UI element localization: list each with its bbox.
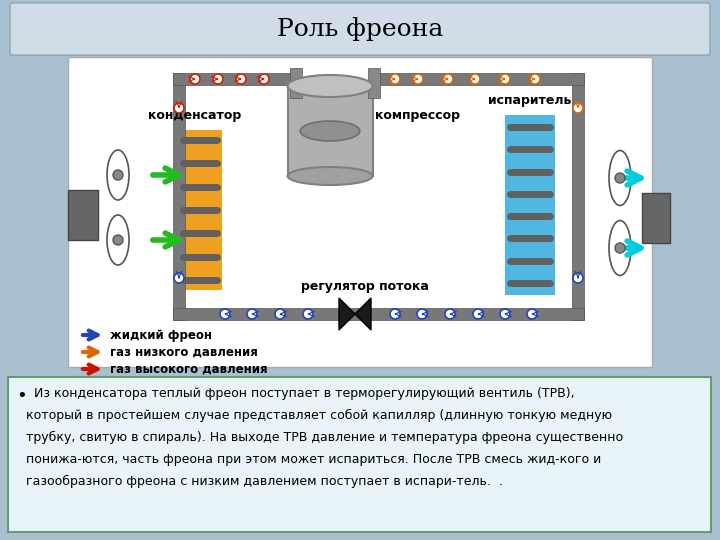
Circle shape	[470, 74, 480, 84]
Bar	[68, 57, 652, 367]
Circle shape	[615, 243, 625, 253]
Bar	[370, 73, 584, 85]
Circle shape	[275, 309, 285, 319]
Text: Роль фреона: Роль фреона	[276, 17, 444, 41]
Bar	[505, 115, 555, 295]
Bar	[288, 86, 373, 176]
Circle shape	[236, 74, 246, 84]
FancyBboxPatch shape	[10, 3, 710, 55]
Text: жидкий фреон: жидкий фреон	[110, 328, 212, 341]
Text: трубку, свитую в спираль). На выходе ТРВ давление и температура фреона существен: трубку, свитую в спираль). На выходе ТРВ…	[26, 431, 623, 444]
Circle shape	[413, 74, 423, 84]
Ellipse shape	[287, 75, 372, 97]
Text: компрессор: компрессор	[375, 109, 460, 122]
Circle shape	[615, 173, 625, 183]
Bar	[290, 68, 302, 98]
Circle shape	[174, 103, 184, 113]
Ellipse shape	[107, 215, 129, 265]
Circle shape	[417, 309, 427, 319]
Circle shape	[573, 273, 583, 283]
Bar	[173, 73, 185, 320]
FancyBboxPatch shape	[8, 377, 711, 532]
Circle shape	[113, 170, 123, 180]
Circle shape	[190, 74, 200, 84]
Text: регулятор потока: регулятор потока	[301, 280, 429, 293]
Ellipse shape	[287, 167, 372, 185]
Circle shape	[500, 309, 510, 319]
Text: газообразного фреона с низким давлением поступает в испари-тель.  .: газообразного фреона с низким давлением …	[26, 475, 503, 488]
Ellipse shape	[609, 151, 631, 206]
Bar	[368, 68, 380, 98]
Circle shape	[443, 74, 453, 84]
Ellipse shape	[300, 121, 360, 141]
Circle shape	[390, 74, 400, 84]
Circle shape	[220, 309, 230, 319]
Ellipse shape	[107, 150, 129, 200]
Polygon shape	[339, 298, 371, 330]
Bar	[173, 308, 584, 320]
Circle shape	[473, 309, 483, 319]
Text: газ низкого давления: газ низкого давления	[110, 346, 258, 359]
Circle shape	[303, 309, 313, 319]
Text: •: •	[16, 387, 27, 405]
Circle shape	[530, 74, 540, 84]
Text: газ высокого давления: газ высокого давления	[110, 362, 268, 375]
Text: Из конденсатора теплый фреон поступает в терморегулирующий вентиль (ТРВ),: Из конденсатора теплый фреон поступает в…	[26, 387, 575, 400]
Bar	[178, 130, 222, 290]
Circle shape	[390, 309, 400, 319]
Circle shape	[500, 74, 510, 84]
Circle shape	[247, 309, 257, 319]
Circle shape	[445, 309, 455, 319]
Text: понижа-ются, часть фреона при этом может испариться. После ТРВ смесь жид-кого и: понижа-ются, часть фреона при этом может…	[26, 453, 601, 466]
Circle shape	[174, 273, 184, 283]
Ellipse shape	[609, 220, 631, 275]
Bar	[572, 73, 584, 320]
Text: который в простейшем случае представляет собой капилляр (длинную тонкую медную: который в простейшем случае представляет…	[26, 409, 612, 422]
Circle shape	[213, 74, 223, 84]
Circle shape	[573, 103, 583, 113]
Bar	[642, 193, 670, 243]
Circle shape	[259, 74, 269, 84]
Text: конденсатор: конденсатор	[148, 109, 242, 122]
Bar	[68, 190, 98, 240]
Text: испаритель: испаритель	[488, 94, 572, 107]
Circle shape	[113, 235, 123, 245]
Bar	[173, 73, 290, 85]
Circle shape	[527, 309, 537, 319]
